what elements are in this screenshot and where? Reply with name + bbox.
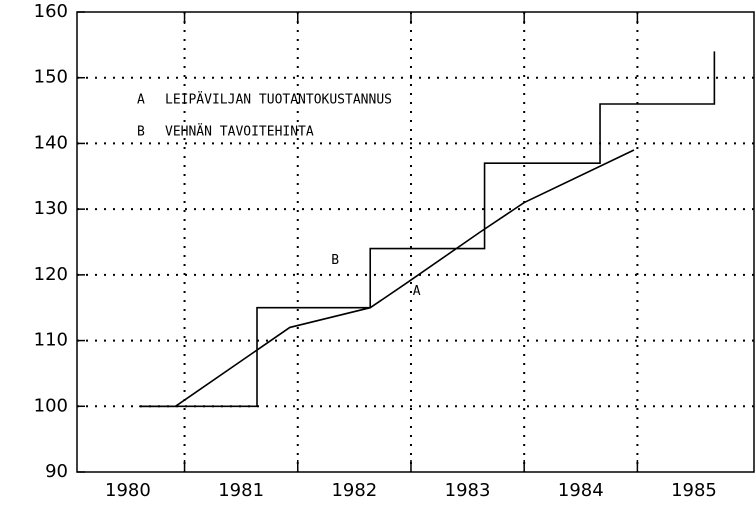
y-tick-label: 140 xyxy=(34,132,68,153)
x-tick-label: 1985 xyxy=(671,480,717,501)
legend-key: B xyxy=(137,125,145,140)
legend-label: VEHNÄN TAVOITEHINTA xyxy=(165,124,314,140)
y-tick-label: 130 xyxy=(34,198,68,219)
x-tick-label: 1982 xyxy=(331,480,377,501)
legend-key: A xyxy=(137,93,145,108)
legend-label: LEIPÄVILJAN TUOTANTOKUSTANNUS xyxy=(165,92,392,108)
y-tick-label: 160 xyxy=(34,1,68,22)
x-tick-label: 1980 xyxy=(105,480,151,501)
plot-frame xyxy=(76,11,755,473)
y-tick-label: 90 xyxy=(45,461,68,482)
line-label: B xyxy=(331,253,339,268)
x-tick-label: 1983 xyxy=(445,480,491,501)
series-line xyxy=(139,149,635,408)
y-tick-label: 120 xyxy=(34,264,68,285)
x-tick-label: 1981 xyxy=(218,480,264,501)
series-line xyxy=(139,51,716,408)
y-tick-label: 150 xyxy=(34,67,68,88)
x-tick-label: 1984 xyxy=(558,480,604,501)
y-tick-label: 100 xyxy=(34,395,68,416)
y-tick-label: 110 xyxy=(34,330,68,351)
line-label: A xyxy=(413,284,421,299)
